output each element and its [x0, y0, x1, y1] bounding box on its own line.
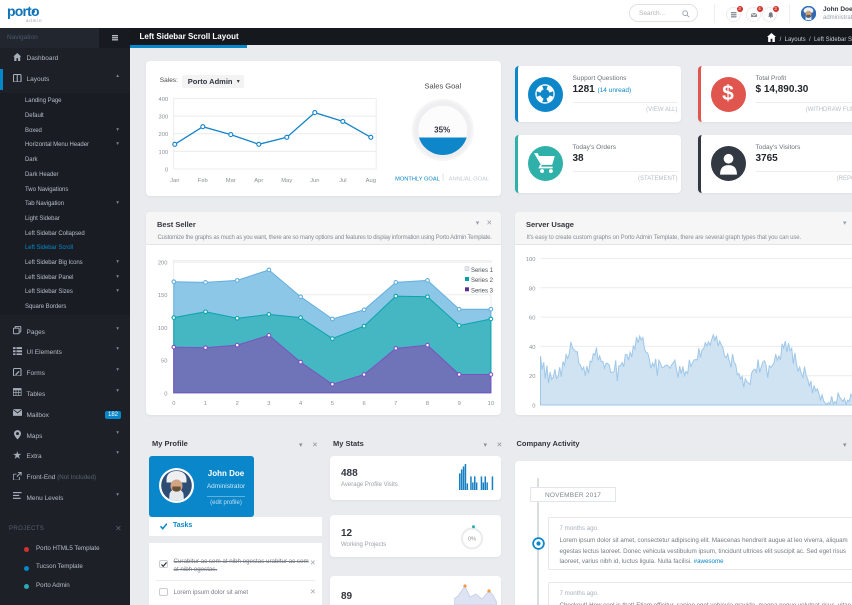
svg-text:0%: 0%: [468, 536, 476, 542]
svg-text:Jul: Jul: [339, 178, 346, 184]
svg-text:400: 400: [158, 97, 168, 103]
svg-text:100: 100: [525, 257, 535, 263]
svg-text:60: 60: [529, 315, 535, 321]
svg-text:Series 3: Series 3: [470, 288, 493, 294]
svg-text:2: 2: [235, 400, 238, 406]
svg-text:40: 40: [529, 344, 535, 350]
svg-text:May: May: [281, 178, 292, 184]
svg-text:4: 4: [298, 400, 302, 406]
svg-text:9: 9: [457, 400, 460, 406]
svg-text:100: 100: [157, 325, 167, 331]
svg-text:ANNUAL GOAL: ANNUAL GOAL: [449, 176, 489, 182]
svg-text:150: 150: [157, 293, 167, 299]
svg-text:50: 50: [161, 358, 167, 364]
svg-text:6: 6: [362, 400, 365, 406]
svg-text:35%: 35%: [434, 125, 450, 134]
svg-text:MONTHLY GOAL: MONTHLY GOAL: [395, 176, 440, 182]
svg-text:8: 8: [425, 400, 428, 406]
svg-text:Series 1: Series 1: [470, 267, 493, 273]
svg-text:1: 1: [203, 400, 206, 406]
svg-text:0: 0: [532, 403, 535, 409]
svg-text:Apr: Apr: [254, 178, 263, 184]
svg-text:100: 100: [158, 149, 168, 155]
svg-text:300: 300: [158, 114, 168, 120]
svg-text:Aug: Aug: [365, 178, 375, 184]
svg-text:7: 7: [394, 400, 397, 406]
svg-text:0: 0: [172, 400, 175, 406]
svg-text:0: 0: [165, 167, 168, 173]
svg-text:3: 3: [267, 400, 270, 406]
svg-text:Feb: Feb: [198, 178, 208, 184]
svg-text:0: 0: [164, 391, 167, 397]
svg-text:5: 5: [330, 400, 333, 406]
svg-text:Mar: Mar: [226, 178, 236, 184]
svg-text:Sales Goal: Sales Goal: [424, 81, 461, 90]
svg-text:Series 2: Series 2: [470, 278, 493, 284]
svg-text:20: 20: [529, 374, 535, 380]
svg-text:200: 200: [157, 260, 167, 266]
svg-text:Jun: Jun: [310, 178, 319, 184]
svg-text:Jan: Jan: [170, 178, 179, 184]
svg-text:80: 80: [529, 286, 535, 292]
svg-text:200: 200: [158, 132, 168, 138]
svg-text:10: 10: [487, 400, 493, 406]
